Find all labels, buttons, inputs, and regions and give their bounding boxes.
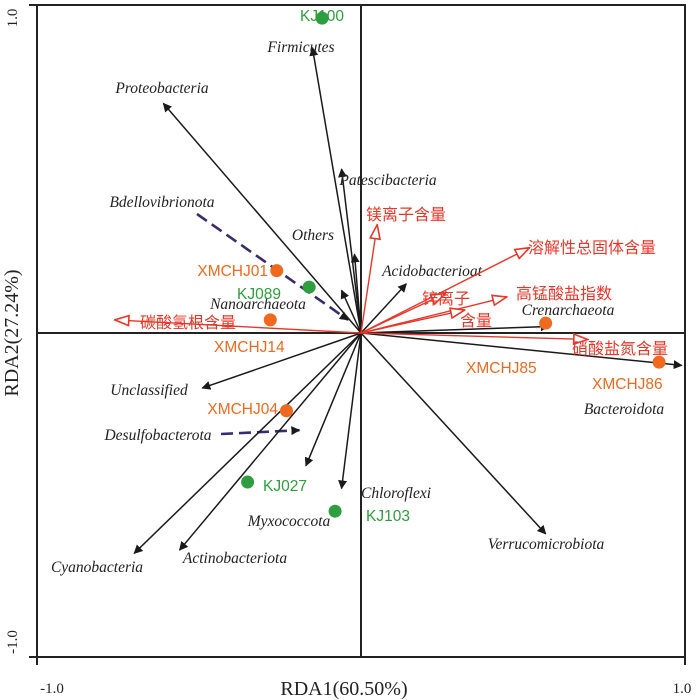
taxon-label-unclassified: Unclassified — [110, 382, 188, 399]
taxon-arrow-myxococcota — [304, 332, 362, 467]
sample-label-xmchj14: XMCHJ14 — [214, 339, 285, 356]
y-axis-title: RDA2(27.24%) — [1, 269, 23, 396]
taxon-label-bdellovibrionota: Bdellovibrionota — [109, 194, 214, 211]
taxon-label-actinobacteriota: Actinobacteriota — [182, 550, 287, 567]
sample-point-kj027 — [241, 475, 255, 489]
taxon-arrow-bacteroidota — [360, 332, 683, 370]
taxon-arrow-chloroflexi — [338, 332, 362, 490]
sample-label-kj089: KJ089 — [237, 286, 281, 303]
env-label-2: 锌离子 — [422, 289, 470, 308]
sample-point-kj089 — [302, 280, 316, 294]
sample-point-xmchj85 — [539, 316, 553, 330]
env-label-0: 镁离子含量 — [366, 205, 446, 224]
env-label-5: 硝酸盐氮含量 — [572, 339, 668, 358]
x-tick-label-max: 1.0 — [673, 681, 692, 697]
sample-label-kj103: KJ103 — [366, 508, 410, 525]
env-label-6: 碳酸氢根含量 — [140, 313, 236, 332]
taxon-arrow-verrucomicrobiota — [360, 332, 547, 535]
env-arrow-0 — [360, 225, 377, 334]
taxon-label-acidobacterioat: Acidobacterioat — [381, 263, 483, 280]
sample-point-kj103 — [328, 504, 342, 518]
taxon-arrow-desulfobacterota — [220, 426, 301, 436]
env-label-4: 含量 — [460, 311, 492, 330]
sample-point-kj100 — [315, 11, 329, 25]
taxon-arrow-acidobacterioat — [360, 283, 407, 334]
taxon-arrow-cyanobacteria — [133, 332, 362, 554]
sample-label-kj027: KJ027 — [263, 478, 307, 495]
env-arrow-1 — [360, 248, 529, 334]
taxon-label-others: Others — [292, 227, 334, 244]
taxon-arrow-actinobacteriota — [178, 332, 362, 551]
x-tick-label-min: -1.0 — [40, 681, 64, 697]
taxon-label-desulfobacterota: Desulfobacterota — [103, 427, 211, 444]
taxon-label-bacteroidota: Bacteroidota — [584, 401, 665, 418]
taxon-label-myxococcota: Myxococcota — [247, 513, 331, 530]
env-label-1: 溶解性总固体含量 — [528, 238, 656, 257]
env-label-3: 高锰酸盐指数 — [516, 284, 612, 303]
taxon-label-firmicutes: Firmicutes — [266, 39, 334, 56]
taxon-arrow-others — [350, 253, 362, 334]
taxon-arrow-proteobacteria — [162, 102, 362, 334]
taxon-arrow-unclassified — [201, 332, 362, 390]
y-tick-label-max: 1.0 — [5, 9, 21, 28]
taxon-label-proteobacteria: Proteobacteria — [114, 80, 209, 97]
sample-label-xmchj86: XMCHJ86 — [592, 376, 663, 393]
sample-label-xmchj04: XMCHJ04 — [207, 401, 278, 418]
y-tick-label-min: -1.0 — [5, 630, 21, 654]
taxon-label-nanoarchaeota: Nanoarchaeota — [209, 296, 306, 313]
sample-point-layer: KJ100 KJ089 KJ027 KJ103 XMCHJ01 XMCHJ14 XMCHJ0… — [197, 8, 666, 525]
env-arrow-5 — [360, 332, 588, 339]
taxon-arrow-patescibacteria — [338, 168, 362, 334]
env-arrow-4 — [360, 310, 465, 334]
x-axis-title: RDA1(60.50%) — [280, 678, 407, 700]
sample-point-xmchj01 — [270, 264, 284, 278]
sample-label-kj100: KJ100 — [300, 8, 344, 25]
sample-point-xmchj14 — [263, 313, 277, 327]
taxon-label-patescibacteria: Patescibacteria — [338, 172, 437, 189]
sample-label-xmchj85: XMCHJ85 — [466, 360, 537, 377]
taxon-arrow-firmicutes — [309, 46, 362, 334]
taxon-label-crenarchaeota: Crenarchaeota — [522, 302, 615, 319]
taxon-arrow-crenarchaeota — [360, 322, 550, 334]
env-arrow-2 — [360, 294, 445, 334]
taxon-arrow-nanoarchaeota — [340, 289, 362, 334]
env-arrow-6 — [115, 320, 362, 334]
taxon-label-verrucomicrobiota: Verrucomicrobiota — [488, 536, 605, 553]
sample-point-xmchj04 — [279, 404, 293, 418]
taxon-label-chloroflexi: Chloroflexi — [361, 485, 431, 502]
taxon-label-cyanobacteria: Cyanobacteria — [51, 559, 143, 576]
sample-point-xmchj86 — [652, 355, 666, 369]
sample-label-xmchj01: XMCHJ01 — [197, 263, 268, 280]
taxa-arrow-layer: Firmicutes Proteobacteria Patescibacteria B… — [51, 39, 683, 576]
